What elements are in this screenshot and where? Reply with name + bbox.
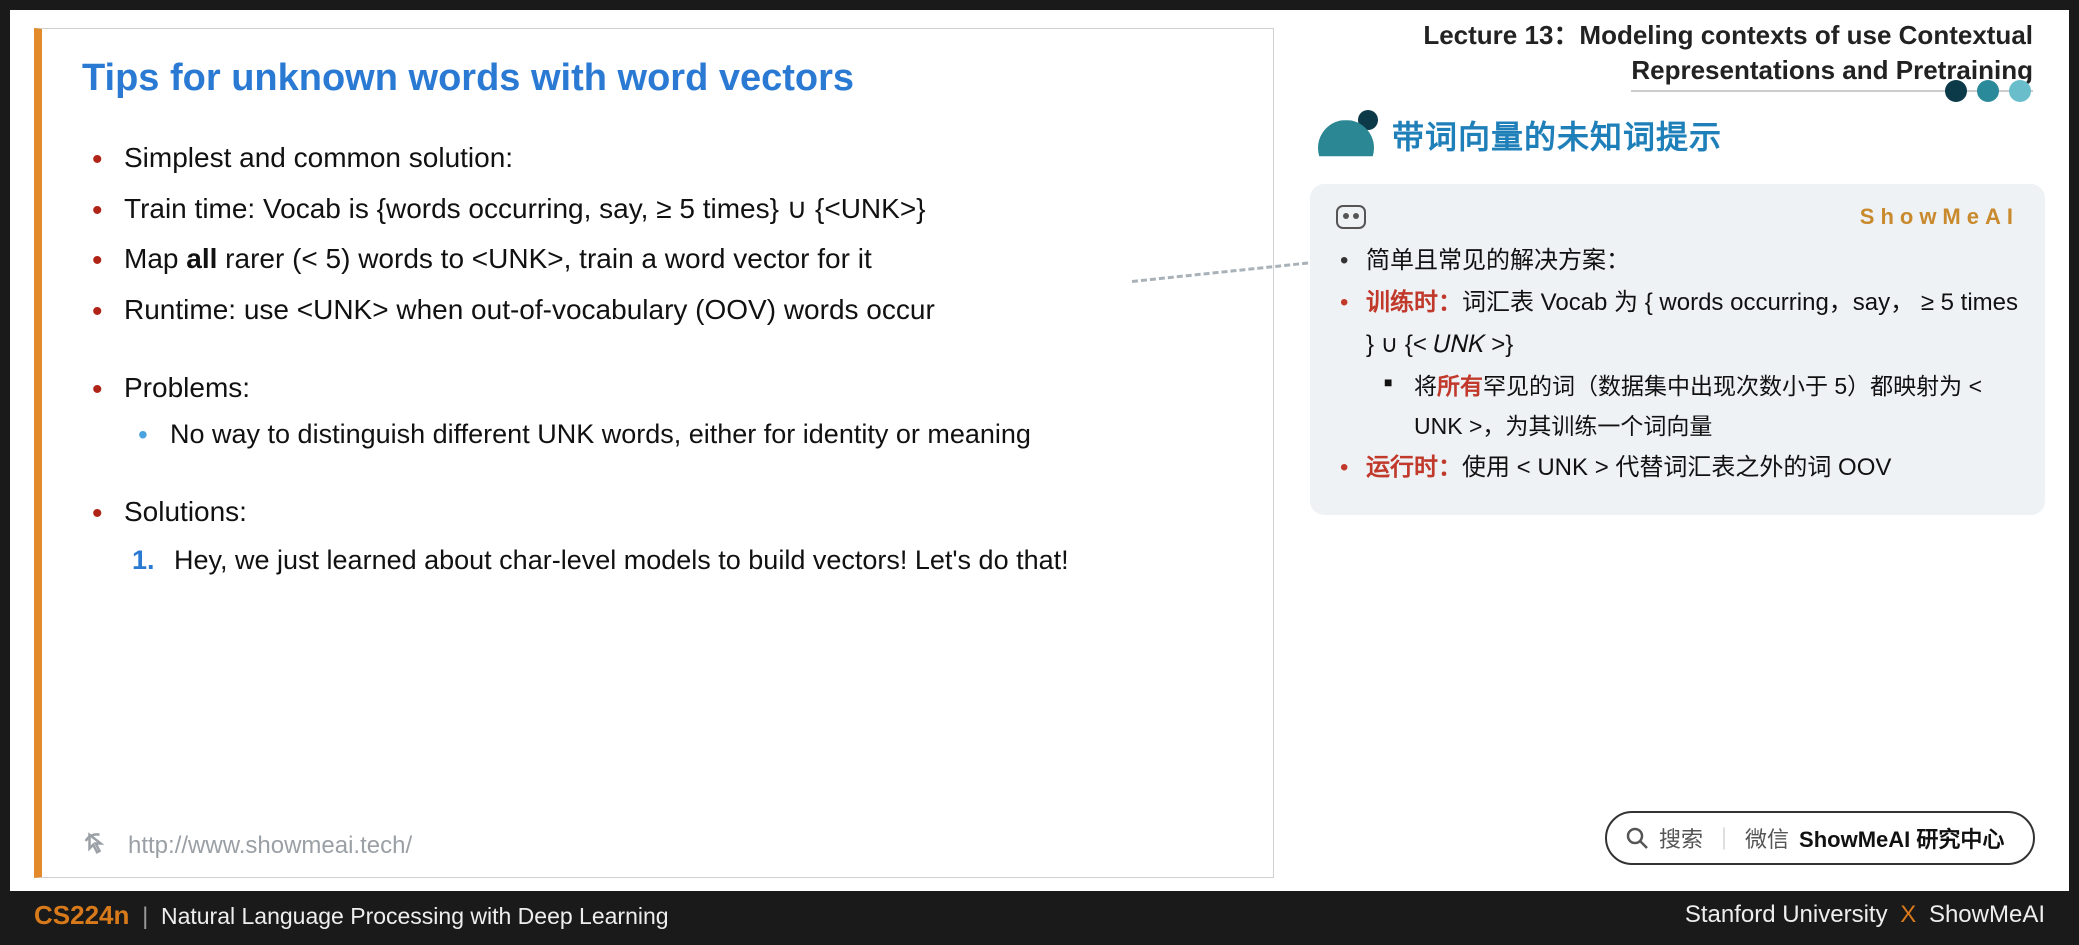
bubble-icon	[1318, 110, 1380, 160]
cn-list: 简单且常见的解决方案： 训练时：词汇表 Vocab 为 { words occu…	[1336, 240, 2019, 489]
bullet-runtime: Runtime: use <UNK> when out-of-vocabular…	[82, 290, 1233, 331]
footer-brand: ShowMeAI	[1929, 901, 2045, 928]
problem-sub: No way to distinguish different UNK word…	[124, 415, 1233, 454]
search-pill[interactable]: 搜索 ｜ 微信 ShowMeAI 研究中心	[1605, 811, 2035, 865]
footer-right: Stanford University X ShowMeAI	[1685, 901, 2045, 929]
slide-frame: Tips for unknown words with word vectors…	[8, 8, 2071, 893]
cn-i2-sub-pre: 将	[1414, 373, 1437, 399]
right-panel: Lecture 13：Modeling contexts of use Cont…	[1310, 10, 2045, 873]
search-wx: 微信	[1745, 822, 1789, 854]
bullet-traintime: Train time: Vocab is {words occurring, s…	[82, 189, 1233, 230]
search-icon	[1625, 826, 1649, 850]
bullet-map-post: rarer (< 5) words to <UNK>, train a word…	[217, 243, 871, 274]
problems-block: Problems: No way to distinguish differen…	[82, 368, 1233, 454]
bullet-solutions: Solutions: 1. Hey, we just learned about…	[82, 492, 1233, 580]
footer-subtitle: Natural Language Processing with Deep Le…	[161, 903, 669, 929]
cn-heading-row: 带词向量的未知词提示	[1310, 110, 2045, 160]
cn-i2-sub: 将所有罕见的词（数据集中出现次数小于 5）都映射为 < UNK >，为其训练一个…	[1384, 366, 2019, 447]
decorative-dots	[1945, 80, 2031, 102]
footer-course: CS224n	[34, 900, 129, 930]
translation-card: ShowMeAI 简单且常见的解决方案： 训练时：词汇表 Vocab 为 { w…	[1310, 184, 2045, 515]
bot-icon	[1336, 205, 1366, 229]
cn-item-1: 简单且常见的解决方案：	[1336, 240, 2019, 282]
footer-left: CS224n | Natural Language Processing wit…	[34, 900, 669, 931]
dot-icon	[1945, 80, 1967, 102]
bullet-map-pre: Map	[124, 243, 186, 274]
search-bold: ShowMeAI 研究中心	[1799, 822, 2004, 854]
dot-icon	[1977, 80, 1999, 102]
slide-bullets: Simplest and common solution: Train time…	[82, 138, 1233, 330]
cn-i2-sub-red: 所有	[1437, 373, 1483, 399]
solutions-block: Solutions: 1. Hey, we just learned about…	[82, 492, 1233, 580]
search-sep: ｜	[1713, 822, 1735, 854]
search-hint: 搜索	[1659, 822, 1703, 854]
solution-1: 1. Hey, we just learned about char-level…	[124, 541, 1233, 580]
solution-1-marker: 1.	[132, 541, 155, 580]
dot-icon	[2009, 80, 2031, 102]
english-slide-panel: Tips for unknown words with word vectors…	[34, 28, 1274, 878]
cn-item-3: 运行时：使用 < UNK > 代替词汇表之外的词 OOV	[1336, 447, 2019, 489]
cn-i2-sub-post: 罕见的词（数据集中出现次数小于 5）都映射为 < UNK >，为其训练一个词向量	[1414, 373, 1982, 439]
cn-i2-rest: 词汇表 Vocab 为 { words occurring，say， ≥ 5 t…	[1366, 289, 2018, 358]
bullet-problems: Problems: No way to distinguish differen…	[82, 368, 1233, 454]
slide-title: Tips for unknown words with word vectors	[82, 57, 1233, 100]
slide-link-row: http://www.showmeai.tech/	[82, 831, 412, 861]
footer-bar: CS224n | Natural Language Processing wit…	[8, 893, 2071, 937]
solution-1-text: Hey, we just learned about char-level mo…	[174, 545, 1069, 575]
lecture-heading: Lecture 13：Modeling contexts of use Cont…	[1310, 10, 2045, 96]
lecture-line1: Lecture 13：Modeling contexts of use Cont…	[1310, 18, 2033, 53]
cn-item-2: 训练时：词汇表 Vocab 为 { words occurring，say， ≥…	[1336, 282, 2019, 447]
cn-i3-rest: 使用 < UNK > 代替词汇表之外的词 OOV	[1462, 454, 1891, 481]
brand-label: ShowMeAI	[1860, 204, 2019, 230]
cn-i2-label: 训练时：	[1366, 289, 1462, 316]
solutions-label: Solutions:	[124, 496, 247, 527]
cn-i3-label: 运行时：	[1366, 454, 1462, 481]
bullet-simple: Simplest and common solution:	[82, 138, 1233, 179]
footer-uni: Stanford University	[1685, 901, 1888, 928]
problems-label: Problems:	[124, 372, 250, 403]
slide-link[interactable]: http://www.showmeai.tech/	[128, 832, 412, 860]
bullet-map-bold: all	[186, 243, 217, 274]
bullet-map: Map all rarer (< 5) words to <UNK>, trai…	[82, 239, 1233, 280]
cn-heading: 带词向量的未知词提示	[1392, 112, 1722, 158]
cursor-icon	[82, 831, 112, 861]
